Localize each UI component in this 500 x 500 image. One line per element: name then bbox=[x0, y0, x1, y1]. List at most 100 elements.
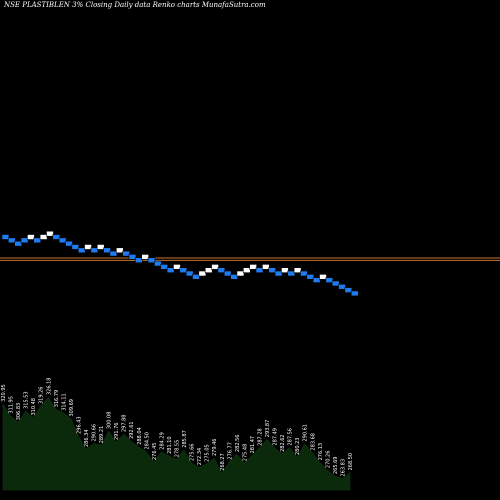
price-label: 276.77 bbox=[227, 442, 233, 460]
renko-brick-down bbox=[135, 257, 143, 264]
price-label: 268.27 bbox=[220, 453, 226, 471]
renko-brick-down bbox=[338, 283, 346, 290]
price-label: 280.23 bbox=[295, 438, 301, 456]
renko-brick-down bbox=[160, 264, 169, 270]
renko-brick-down bbox=[300, 270, 308, 277]
renko-brick-down bbox=[58, 237, 67, 244]
price-label: 275.48 bbox=[242, 444, 248, 462]
price-label: 287.49 bbox=[273, 428, 279, 446]
renko-brick-up bbox=[293, 267, 302, 274]
renko-brick-up bbox=[46, 230, 54, 237]
renko-brick-down bbox=[217, 267, 226, 274]
renko-brick-down bbox=[71, 244, 80, 250]
renko-brick-down bbox=[154, 260, 162, 267]
renko-brick-down bbox=[230, 274, 238, 280]
renko-brick-down bbox=[312, 277, 321, 283]
price-label: 289.21 bbox=[99, 426, 105, 444]
price-label: 290.66 bbox=[92, 424, 98, 442]
renko-brick-down bbox=[274, 270, 283, 277]
renko-brick-down bbox=[192, 274, 200, 280]
price-label: 270.26 bbox=[325, 451, 331, 469]
renko-brick-up bbox=[84, 244, 92, 250]
renko-brick-down bbox=[166, 267, 175, 274]
price-label: 315.53 bbox=[24, 391, 30, 409]
price-label: 326.18 bbox=[46, 378, 52, 396]
price-label: 306.83 bbox=[16, 403, 22, 421]
renko-brick-down bbox=[90, 247, 99, 254]
price-label: 281.47 bbox=[250, 436, 256, 454]
renko-brick-up bbox=[236, 270, 245, 277]
price-area bbox=[2, 396, 351, 491]
price-label: 311.95 bbox=[9, 396, 15, 414]
renko-brick-up bbox=[281, 267, 289, 274]
price-label: 297.88 bbox=[122, 415, 128, 433]
price-label: 309.69 bbox=[69, 399, 75, 417]
renko-brick-down bbox=[344, 287, 353, 293]
renko-brick-down bbox=[147, 257, 156, 264]
renko-brick-down bbox=[223, 270, 232, 277]
renko-brick-up bbox=[141, 254, 149, 260]
price-label: 268.50 bbox=[348, 453, 354, 471]
price-label: 263.83 bbox=[341, 459, 347, 477]
price-label: 279.46 bbox=[212, 439, 218, 457]
price-label: 288.04 bbox=[137, 427, 143, 445]
renko-brick-up bbox=[96, 244, 105, 250]
price-label: 283.68 bbox=[310, 433, 316, 451]
price-label: 310.48 bbox=[31, 398, 37, 416]
price-label: 296.43 bbox=[76, 416, 82, 434]
renko-brick-down bbox=[65, 240, 73, 247]
renko-brick-up bbox=[211, 264, 219, 270]
price-label: 284.50 bbox=[144, 432, 150, 450]
renko-brick-up bbox=[173, 264, 181, 270]
renko-brick-down bbox=[20, 237, 29, 244]
price-label: 285.87 bbox=[182, 430, 188, 448]
renko-brick-down bbox=[287, 270, 296, 277]
renko-brick-down bbox=[8, 237, 16, 244]
price-label: 300.08 bbox=[107, 412, 113, 430]
renko-brick-up bbox=[249, 264, 257, 270]
renko-brick-down bbox=[109, 250, 118, 257]
price-label: 275.66 bbox=[190, 444, 196, 462]
chart-title: NSE PLASTIBLEN 3% Closing Daily data Ren… bbox=[4, 1, 266, 9]
price-label: 291.76 bbox=[114, 423, 120, 441]
price-label: 316.79 bbox=[54, 390, 60, 408]
price-label: 287.28 bbox=[258, 428, 264, 446]
price-label: 320.95 bbox=[1, 384, 7, 402]
price-label: 292.61 bbox=[129, 421, 135, 439]
renko-brick-up bbox=[116, 247, 124, 254]
renko-brick-down bbox=[128, 254, 137, 260]
price-label: 276.45 bbox=[152, 443, 158, 461]
renko-brick-up bbox=[198, 270, 207, 277]
renko-brick-down bbox=[331, 280, 340, 287]
renko-brick-down bbox=[350, 290, 359, 297]
price-label: 281.10 bbox=[167, 436, 173, 454]
renko-brick-up bbox=[39, 234, 48, 240]
renko-brick-up bbox=[27, 234, 35, 240]
renko-brick-up bbox=[262, 264, 270, 270]
price-label: 319.26 bbox=[39, 387, 45, 405]
renko-brick-up bbox=[204, 267, 213, 274]
price-label: 265.69 bbox=[333, 457, 339, 475]
renko-bricks bbox=[1, 230, 359, 297]
renko-brick-down bbox=[185, 270, 194, 277]
renko-brick-down bbox=[325, 277, 334, 283]
price-label: 286.34 bbox=[84, 430, 90, 448]
price-label: 314.11 bbox=[61, 393, 67, 411]
renko-brick-down bbox=[179, 267, 188, 274]
price-label: 293.87 bbox=[265, 420, 271, 438]
renko-brick-down bbox=[255, 267, 264, 274]
renko-brick-down bbox=[33, 237, 42, 244]
renko-brick-down bbox=[122, 250, 130, 257]
price-label: 287.56 bbox=[288, 428, 294, 446]
renko-brick-down bbox=[268, 267, 277, 274]
price-label: 278.55 bbox=[175, 440, 181, 458]
price-label: 272.34 bbox=[197, 448, 203, 466]
price-label: 282.56 bbox=[235, 435, 241, 453]
price-label: 284.29 bbox=[159, 432, 165, 450]
renko-brick-up bbox=[319, 274, 327, 280]
price-label: 290.61 bbox=[303, 424, 309, 442]
renko-brick-down bbox=[1, 234, 10, 240]
renko-brick-down bbox=[306, 274, 315, 280]
